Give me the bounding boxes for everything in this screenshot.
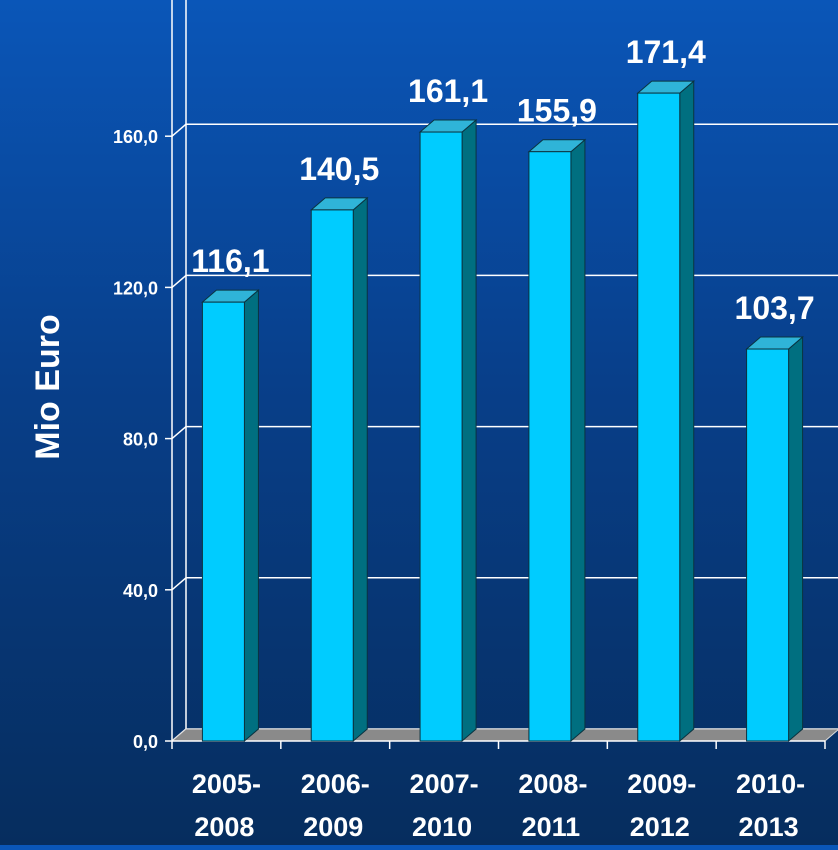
y-tick-label: 160,0: [113, 127, 158, 147]
bar: [527, 138, 587, 743]
bar: [309, 196, 369, 743]
data-label: 140,5: [299, 151, 379, 187]
x-tick-label: 2009: [303, 812, 363, 842]
data-label: 116,1: [191, 243, 269, 279]
x-tick-label: 2012: [630, 812, 690, 842]
bar-front: [201, 301, 245, 742]
bar-side: [461, 118, 477, 743]
x-tick-label: 2005-: [192, 769, 261, 799]
bar-side: [243, 289, 259, 743]
x-tick-label: 2009-: [627, 769, 696, 799]
gridline-diagonal: [171, 123, 187, 137]
bar-side: [570, 138, 586, 743]
bar-front: [310, 209, 354, 742]
bar: [745, 335, 804, 743]
data-label: 155,9: [517, 93, 597, 129]
bar: [201, 289, 260, 743]
x-tick-label: 2007-: [410, 769, 479, 799]
grid-layer: [165, 0, 838, 749]
y-tick-label: 40,0: [123, 581, 158, 601]
data-label: 171,4: [626, 34, 706, 70]
bar: [418, 118, 478, 743]
gridline-diagonal: [171, 577, 187, 591]
plot-frame: [171, 0, 173, 741]
data-label: 161,1: [408, 73, 488, 109]
bar-front: [746, 348, 790, 742]
bar-side: [352, 196, 368, 743]
x-tick-label: 2010-: [736, 769, 805, 799]
bar: [636, 80, 696, 743]
bar-front: [528, 151, 572, 742]
y-tick-label: 120,0: [113, 278, 158, 298]
bar-side: [679, 80, 695, 743]
bars-layer: [201, 80, 804, 743]
x-tick-label: 2008-: [518, 769, 587, 799]
y-tick-label: 80,0: [123, 430, 158, 450]
x-tick-label: 2011: [522, 812, 581, 842]
gridline-diagonal: [171, 274, 187, 288]
y-axis-title: Mio Euro: [29, 314, 67, 459]
chart-floor: [170, 728, 838, 742]
bar-front: [637, 92, 681, 742]
labels-layer: 0,0 40,0 80,0 120,0 160,0 116,1 2005- 2008 140,5…: [113, 34, 815, 842]
x-tick-label: 2010: [412, 812, 472, 842]
x-tick-label: 2013: [739, 812, 799, 842]
data-label: 103,7: [735, 290, 815, 326]
bar-side: [788, 335, 804, 743]
bar-front: [419, 131, 463, 742]
gridline-diagonal: [171, 426, 187, 440]
y-tick-label: 0,0: [133, 732, 158, 752]
x-tick-label: 2006-: [301, 769, 370, 799]
x-tick-label: 2008: [194, 812, 254, 842]
